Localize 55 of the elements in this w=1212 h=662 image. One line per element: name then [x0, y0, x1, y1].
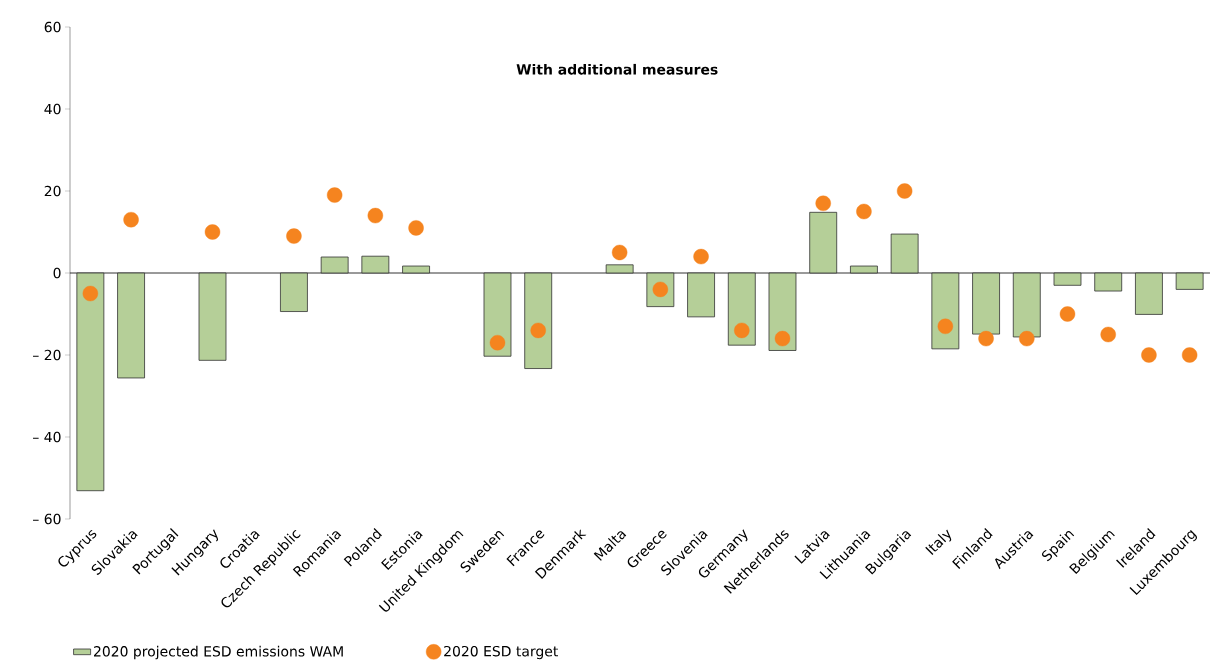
- point: [693, 248, 709, 265]
- bar: [768, 272, 797, 351]
- point: [856, 203, 872, 220]
- bar: [809, 211, 838, 274]
- point: [82, 285, 99, 302]
- y-tick-label: 20: [44, 185, 61, 197]
- bar: [280, 272, 308, 312]
- bar: [402, 265, 430, 274]
- legend-label: 2020 ESD target: [444, 645, 558, 660]
- bar: [1175, 272, 1204, 290]
- point: [530, 322, 546, 339]
- text: With additional measures: [516, 63, 718, 75]
- y-tick-label: – 40: [33, 431, 61, 443]
- point: [286, 228, 302, 244]
- bar: [1053, 272, 1082, 286]
- bar: [76, 272, 105, 492]
- point: [1059, 306, 1076, 322]
- point: [774, 330, 791, 347]
- bar: [850, 265, 878, 274]
- point: [937, 318, 954, 334]
- point: [815, 195, 831, 211]
- point: [1181, 347, 1198, 363]
- bar: [890, 233, 919, 274]
- point: [123, 212, 139, 228]
- legend-label: 2020 projected ESD emissions WAM: [94, 645, 343, 660]
- bar: [198, 272, 227, 361]
- bar: [524, 272, 553, 369]
- bar: [483, 272, 512, 357]
- point: [408, 220, 424, 236]
- point: [978, 330, 994, 347]
- y-tick-label: 0: [53, 267, 61, 279]
- bar: [972, 272, 1000, 335]
- y-tick-label: 60: [44, 21, 61, 33]
- bar: [605, 264, 634, 274]
- point: [1141, 347, 1157, 363]
- point: [611, 244, 628, 261]
- y-tick-label: – 60: [33, 513, 61, 525]
- point: [896, 183, 913, 199]
- bar: [320, 256, 349, 274]
- point: [367, 207, 384, 224]
- point: [204, 224, 221, 240]
- y-tick-label: 40: [44, 103, 61, 115]
- point: [489, 335, 506, 351]
- point: [326, 187, 343, 203]
- bar: [687, 272, 715, 318]
- bar: [1094, 272, 1123, 292]
- point: [734, 322, 750, 339]
- y-tick-label: – 20: [33, 349, 61, 361]
- bar: [1012, 272, 1041, 338]
- point: [1019, 330, 1035, 347]
- point: [1100, 326, 1116, 343]
- bar: [117, 272, 145, 379]
- bar: [931, 272, 960, 350]
- bar: [361, 255, 390, 274]
- bar: [1135, 272, 1163, 315]
